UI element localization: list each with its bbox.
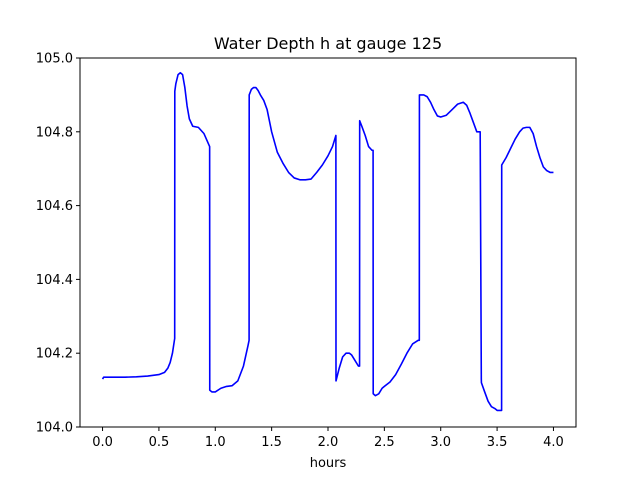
- plot-frame: [79, 57, 577, 428]
- x-tick-label: 0.5: [149, 435, 170, 450]
- chart-title: Water Depth h at gauge 125: [214, 34, 442, 53]
- series-line-0: [101, 71, 554, 412]
- y-tick-label: 104.4: [36, 273, 73, 288]
- x-tick-label: 3.0: [430, 435, 451, 450]
- x-axis-label: hours: [310, 456, 347, 471]
- x-tick-label: 1.5: [261, 435, 282, 450]
- y-tick-label: 104.2: [36, 347, 73, 362]
- x-tick-label: 2.5: [374, 435, 395, 450]
- y-axis-ticks: 104.0 104.2 104.4 104.6 104.8 105.0: [36, 52, 80, 436]
- x-axis-ticks: 0.0 0.5 1.0 1.5 2.0 2.5 3.0 3.5 4.0: [92, 427, 564, 450]
- x-tick-label: 0.0: [92, 435, 113, 450]
- x-tick-label: 2.0: [318, 435, 339, 450]
- x-tick-label: 1.0: [205, 435, 226, 450]
- y-tick-label: 104.0: [36, 421, 73, 436]
- plot-area: [101, 71, 554, 412]
- y-tick-label: 105.0: [36, 52, 73, 67]
- x-tick-label: 4.0: [543, 435, 564, 450]
- y-tick-label: 104.8: [36, 125, 73, 140]
- x-tick-label: 3.5: [487, 435, 508, 450]
- y-tick-label: 104.6: [36, 199, 73, 214]
